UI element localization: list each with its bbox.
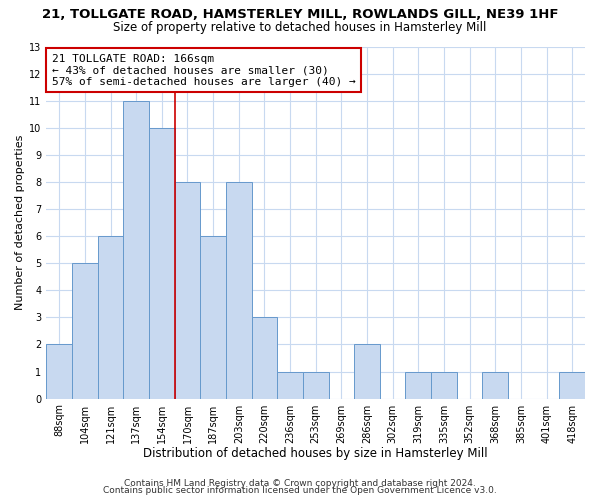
Text: 21, TOLLGATE ROAD, HAMSTERLEY MILL, ROWLANDS GILL, NE39 1HF: 21, TOLLGATE ROAD, HAMSTERLEY MILL, ROWL… — [42, 8, 558, 20]
Text: Contains public sector information licensed under the Open Government Licence v3: Contains public sector information licen… — [103, 486, 497, 495]
Bar — [149, 128, 175, 398]
Bar — [406, 372, 431, 398]
Bar — [482, 372, 508, 398]
X-axis label: Distribution of detached houses by size in Hamsterley Mill: Distribution of detached houses by size … — [143, 447, 488, 460]
Bar — [200, 236, 226, 398]
Bar — [277, 372, 303, 398]
Bar — [226, 182, 251, 398]
Bar — [431, 372, 457, 398]
Bar — [98, 236, 124, 398]
Bar — [303, 372, 329, 398]
Bar — [559, 372, 585, 398]
Y-axis label: Number of detached properties: Number of detached properties — [15, 135, 25, 310]
Bar — [354, 344, 380, 399]
Text: Contains HM Land Registry data © Crown copyright and database right 2024.: Contains HM Land Registry data © Crown c… — [124, 478, 476, 488]
Text: 21 TOLLGATE ROAD: 166sqm
← 43% of detached houses are smaller (30)
57% of semi-d: 21 TOLLGATE ROAD: 166sqm ← 43% of detach… — [52, 54, 356, 86]
Bar — [46, 344, 72, 399]
Bar — [175, 182, 200, 398]
Bar — [251, 318, 277, 398]
Bar — [124, 100, 149, 399]
Bar — [72, 263, 98, 398]
Text: Size of property relative to detached houses in Hamsterley Mill: Size of property relative to detached ho… — [113, 21, 487, 34]
